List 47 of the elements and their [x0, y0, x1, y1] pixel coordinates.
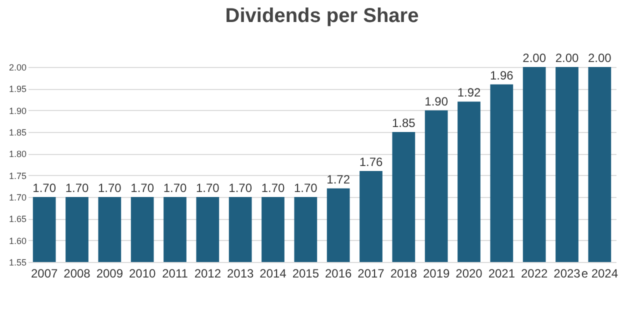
x-tick-label: 2007 [30, 266, 58, 280]
data-label: 1.70 [163, 181, 187, 195]
y-tick-label: 1.55 [8, 258, 26, 268]
y-tick-label: 1.85 [8, 128, 26, 138]
data-label: 1.70 [98, 181, 122, 195]
data-label: 1.70 [130, 181, 154, 195]
x-tick-label: 2012 [194, 266, 222, 280]
data-label: 1.72 [326, 172, 350, 186]
x-tick-label: 2013 [226, 266, 254, 280]
y-tick-label: 1.80 [8, 149, 26, 160]
x-tick-label: 2008 [64, 266, 91, 280]
x-tick-label: 2023 [554, 266, 581, 280]
data-label: 2.00 [555, 51, 579, 65]
y-tick-label: 2.00 [8, 62, 26, 72]
x-tick-label: 2017 [358, 266, 385, 280]
y-tick-label: 1.95 [8, 84, 26, 94]
data-label: 1.96 [490, 68, 514, 82]
x-tick-label: 2016 [324, 266, 352, 280]
data-label: 1.70 [32, 181, 56, 195]
y-tick-label: 1.90 [8, 106, 26, 116]
y-tick-label: 1.60 [8, 236, 26, 246]
x-tick-label: 2009 [96, 266, 124, 280]
x-tick-label: 2015 [292, 266, 320, 280]
data-label: 1.70 [294, 181, 318, 195]
data-label: 1.85 [392, 116, 416, 130]
x-tick-label: 2010 [128, 266, 156, 280]
x-tick-label: 2011 [162, 266, 188, 280]
x-tick-label: 2022 [520, 266, 548, 280]
x-tick-label: 2019 [422, 266, 450, 280]
data-label: 1.70 [261, 181, 285, 195]
x-tick-label: e 2024 [581, 266, 618, 280]
y-tick-label: 1.75 [8, 170, 26, 181]
x-tick-label: 2020 [456, 266, 483, 280]
x-tick-label: 2021 [488, 266, 516, 280]
data-label: 1.70 [65, 181, 89, 195]
data-label: 2.00 [588, 51, 612, 65]
y-tick-label: 1.70 [8, 192, 26, 202]
data-label: 2.00 [522, 51, 546, 65]
data-label: 1.90 [424, 94, 448, 108]
data-label: 1.70 [196, 181, 220, 195]
x-tick-label: 2014 [260, 266, 287, 280]
data-label: 1.92 [457, 86, 481, 100]
data-label: 1.76 [359, 155, 383, 169]
chart-title: Dividends per Share [225, 5, 419, 27]
x-tick-label: 2018 [390, 266, 418, 280]
data-label: 1.70 [228, 181, 252, 195]
y-tick-label: 1.65 [8, 214, 26, 224]
